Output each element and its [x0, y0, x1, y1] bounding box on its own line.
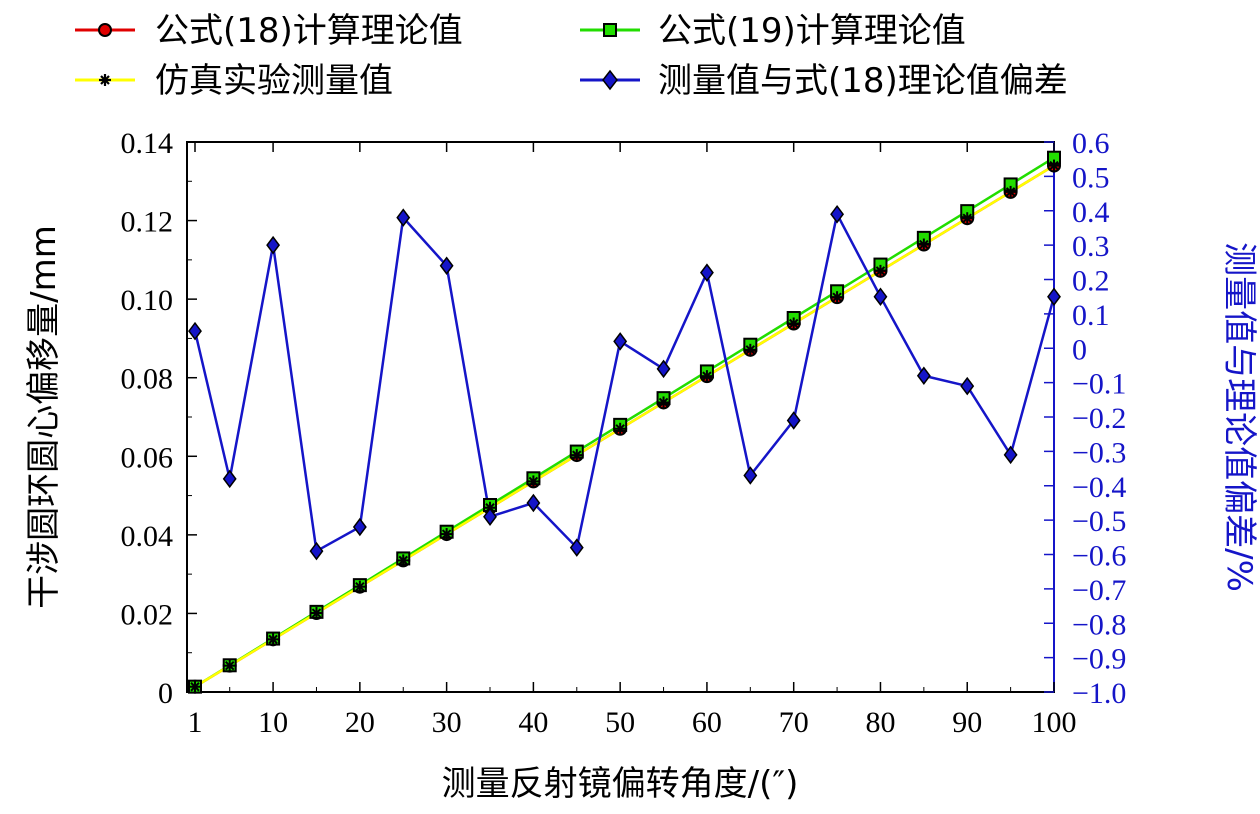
- series-2-point-9: [570, 449, 583, 462]
- y-right-tick-label: 0.5: [1072, 161, 1110, 194]
- legend: 公式(18)计算理论值 公式(19)计算理论值 仿真实验测量值 测量值与式(18…: [75, 11, 1068, 101]
- x-tick-label: 1: [188, 706, 203, 739]
- legend-entry-1: 公式(19)计算理论值: [580, 11, 966, 51]
- series-2-point-20: [1048, 159, 1060, 172]
- y-left-tick-label: 0.12: [121, 206, 174, 239]
- y-right-tick-label: −0.9: [1072, 643, 1126, 676]
- series-2-point-14: [787, 317, 800, 330]
- y-right-tick-label: −0.3: [1072, 436, 1126, 469]
- series-3-point-2: [266, 235, 281, 255]
- y-right-tick-label: −0.6: [1072, 540, 1126, 573]
- series-3-point-6: [439, 256, 454, 275]
- x-tick-label: 10: [258, 706, 288, 739]
- y-left-axis-title: 干涉圆环圆心偏移量/mm: [24, 225, 64, 609]
- x-tick-label: 50: [605, 706, 635, 739]
- legend-label-1: 公式(19)计算理论值: [658, 11, 966, 51]
- series-2-point-19: [1004, 185, 1017, 198]
- series-3-point-13: [743, 466, 758, 485]
- series-2-point-10: [614, 422, 627, 435]
- series-2-point-0: [189, 680, 201, 693]
- series-2-point-13: [744, 343, 757, 356]
- y-left-tick-label: 0.04: [121, 520, 174, 553]
- series-2-point-4: [353, 580, 366, 593]
- series-2-point-17: [917, 238, 930, 251]
- y-right-tick-label: −1.0: [1072, 677, 1126, 710]
- series-3-point-20: [1047, 287, 1061, 306]
- series-3-point-18: [960, 376, 975, 396]
- series-3-point-0: [188, 321, 202, 341]
- y-right-tick-label: −0.8: [1072, 608, 1126, 641]
- y-right-tick-label: 0.2: [1072, 265, 1110, 298]
- series-3-point-4: [352, 517, 367, 537]
- series-2-point-12: [700, 370, 713, 383]
- y-left-tick-label: 0.08: [121, 363, 174, 396]
- legend-label-2: 仿真实验测量值: [155, 61, 393, 101]
- x-tick-label: 40: [518, 706, 548, 739]
- series-2-point-6: [440, 528, 453, 541]
- series-2-point-8: [527, 475, 540, 488]
- legend-label-0: 公式(18)计算理论值: [155, 11, 463, 51]
- series-3-point-14: [786, 411, 801, 430]
- series-3-point-10: [613, 332, 628, 351]
- series-3-point-11: [656, 359, 671, 379]
- x-tick-label: 90: [952, 706, 982, 739]
- x-tick-label: 60: [692, 706, 722, 739]
- y-right-tick-label: −0.2: [1072, 402, 1126, 435]
- series-3-point-1: [222, 469, 237, 489]
- y-right-tick-label: 0.6: [1072, 127, 1110, 160]
- series-3-point-17: [916, 366, 931, 385]
- y-right-tick-label: 0: [1072, 333, 1087, 366]
- y-right-axis-title: 测量值与理论值偏差/%: [1219, 242, 1259, 592]
- x-tick-label: 30: [432, 706, 462, 739]
- x-tick-label: 100: [1032, 706, 1077, 739]
- legend-star-marker: [99, 74, 111, 86]
- series-3-point-16: [873, 287, 888, 306]
- x-tick-label: 70: [779, 706, 809, 739]
- series-2-point-11: [657, 396, 670, 409]
- y-left-tick-label: 0: [158, 677, 173, 710]
- y-right-tick-label: −0.4: [1072, 471, 1126, 504]
- y-right-tick-label: −0.5: [1072, 505, 1126, 538]
- legend-label-3: 测量值与式(18)理论值偏差: [658, 61, 1068, 101]
- series-2-point-3: [310, 607, 323, 620]
- series-3-point-8: [526, 493, 541, 513]
- y-right-tick-label: 0.4: [1072, 196, 1110, 229]
- x-tick-label: 20: [345, 706, 375, 739]
- y-right-tick-label: 0.1: [1072, 299, 1110, 332]
- series-3-point-12: [699, 263, 714, 282]
- y-right-tick-label: −0.7: [1072, 574, 1126, 607]
- series-2-point-1: [223, 659, 236, 672]
- y-right-tick-label: 0.3: [1072, 230, 1110, 263]
- series-3-point-7: [483, 507, 497, 526]
- series-2-point-15: [831, 291, 844, 304]
- series-2-point-5: [397, 554, 410, 567]
- legend-entry-2: 仿真实验测量值: [75, 61, 393, 101]
- series-2-point-2: [267, 633, 280, 646]
- y-left-tick-label: 0.10: [121, 284, 174, 317]
- series-3-point-3: [309, 541, 324, 561]
- series-3-point-5: [396, 208, 411, 227]
- series-2-point-18: [961, 212, 974, 225]
- y-left-tick-label: 0.02: [121, 598, 174, 631]
- series-3-point-9: [569, 538, 584, 557]
- y-left-tick-label: 0.14: [121, 127, 174, 160]
- x-axis-title: 测量反射镜偏转角度/(″): [442, 764, 799, 804]
- series-2-point-16: [874, 264, 887, 277]
- x-tick-label: 80: [865, 706, 895, 739]
- series-3-point-15: [830, 204, 845, 224]
- y-right-tick-label: −0.1: [1072, 368, 1126, 401]
- legend-entry-3: 测量值与式(18)理论值偏差: [580, 61, 1068, 101]
- legend-entry-0: 公式(18)计算理论值: [75, 11, 463, 51]
- y-left-tick-label: 0.06: [121, 441, 174, 474]
- series-3-point-19: [1003, 445, 1018, 465]
